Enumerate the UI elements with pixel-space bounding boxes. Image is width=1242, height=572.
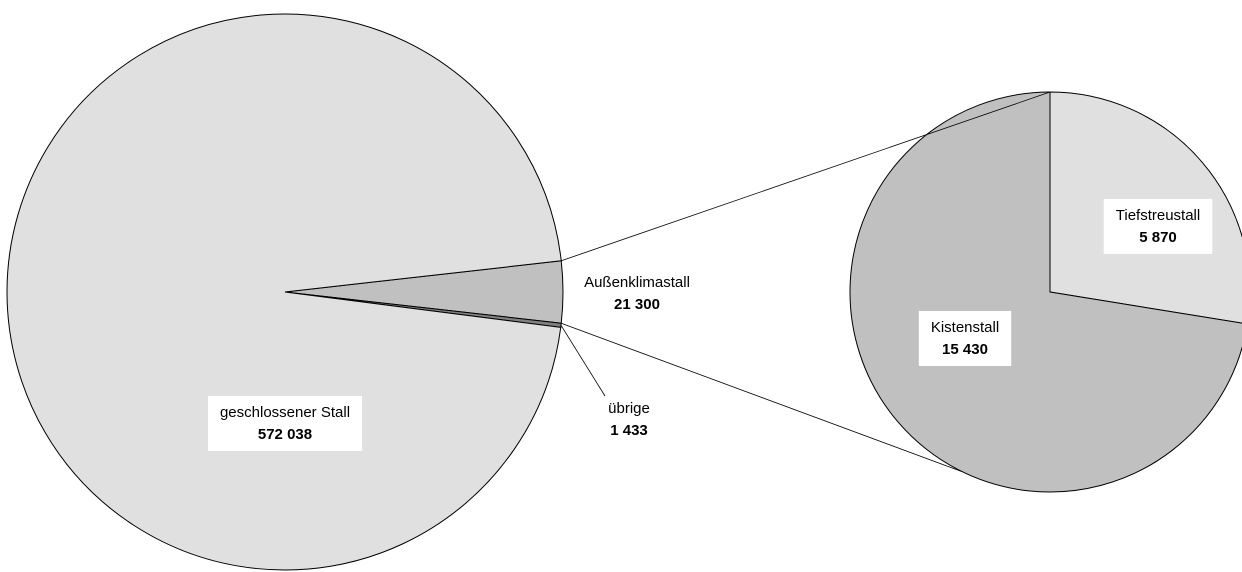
slice-value: 15 430: [942, 341, 988, 358]
slice-label: übrige 1 433: [608, 400, 650, 439]
pie-slice: [6, 13, 562, 571]
slice-label: Kistenstall 15 430: [918, 310, 1012, 366]
pie-slice: [849, 91, 1242, 493]
label-box: [918, 310, 1012, 366]
connector-line: [561, 91, 1051, 262]
label-box: [207, 395, 363, 451]
slice-label: Tiefstreustall 5 870: [1103, 198, 1213, 254]
connector-line: [561, 322, 963, 473]
slice-value: 572 038: [258, 426, 312, 443]
slice-label: Außenklimastall 21 300: [584, 274, 690, 313]
slice-label: geschlossener Stall 572 038: [207, 395, 363, 451]
slice-value: 21 300: [614, 296, 660, 313]
slice-value: 1 433: [610, 422, 648, 439]
slice-value: 5 870: [1139, 229, 1177, 246]
leader-line: [560, 325, 606, 397]
slice-name: Tiefstreustall: [1116, 207, 1200, 224]
slice-name: geschlossener Stall: [220, 404, 350, 421]
slice-name: übrige: [608, 400, 650, 417]
slice-name: Kistenstall: [931, 319, 999, 336]
slice-name: Außenklimastall: [584, 274, 690, 291]
label-box: [1103, 198, 1213, 254]
